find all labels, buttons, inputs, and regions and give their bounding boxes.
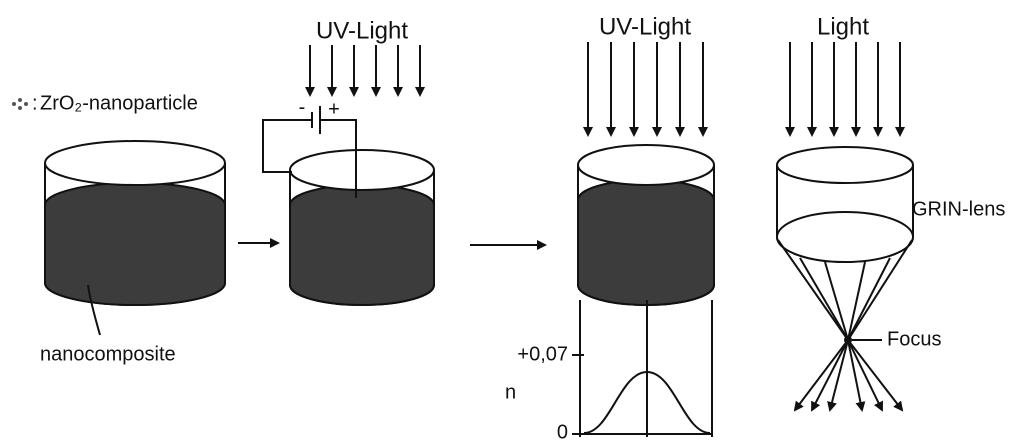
cylinder-1 (44, 140, 226, 306)
particle-icon (12, 98, 28, 110)
legend-label: ZrO₂-nanoparticle (40, 92, 198, 114)
light-arrows (785, 42, 905, 137)
uv-light-label: UV-Light (316, 17, 408, 44)
cylinder-2 (289, 149, 435, 306)
rays (777, 239, 913, 412)
n-axis-label: n (505, 381, 516, 403)
legend-symbol: : (32, 92, 38, 114)
focus-label: Focus (887, 328, 941, 350)
minus-label: - (299, 96, 306, 118)
leader-line (87, 284, 101, 336)
grin-lens-label: GRIN-lens (912, 198, 1005, 220)
profile-graph (572, 300, 713, 437)
cylinder-3 (577, 144, 715, 306)
light-label: Light (817, 13, 869, 40)
uv-light-label: UV-Light (599, 13, 691, 40)
plus-label: + (328, 98, 340, 120)
circuit (262, 106, 357, 198)
grin-lens (776, 146, 914, 263)
nanocomposite-label: nanocomposite (40, 343, 176, 365)
n-high-label: +0,07 (517, 343, 568, 365)
uv-arrows-2 (583, 42, 708, 137)
n-zero-label: 0 (557, 421, 568, 441)
uv-arrows-1 (305, 45, 425, 97)
